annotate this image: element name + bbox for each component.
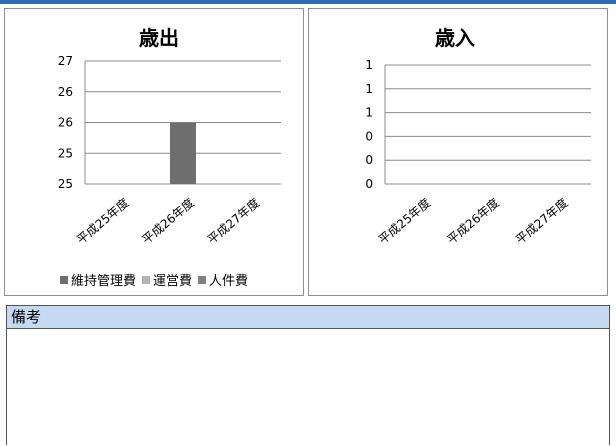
remarks-header: 備考 [7, 306, 609, 329]
chart-0-x-category-label: 平成26年度 [139, 195, 197, 247]
legend-swatch [198, 276, 206, 284]
legend-swatch [141, 276, 150, 284]
remarks-section: 備考 [6, 305, 610, 445]
revenue-chart-panel: 歳入 1 1 1 0 0 0 平成25年度 平成26年度 平成27年度 [308, 8, 608, 296]
chart-1-y-tick-label: 1 [365, 58, 373, 72]
legend-swatch [59, 276, 68, 284]
chart-0-y-tick-label: 27 [58, 54, 73, 68]
legend-label: 人件費 [209, 274, 249, 289]
chart-1-x-category-label: 平成27年度 [512, 195, 570, 247]
chart-0-title: 歳出 [139, 26, 179, 50]
top-accent-bar [0, 0, 616, 4]
chart-0-x-category-label: 平成25年度 [73, 195, 131, 247]
chart-0-y-tick-label: 26 [58, 85, 73, 99]
chart-1-x-category-label: 平成25年度 [375, 195, 433, 247]
legend-item: 維持管理費 [59, 274, 136, 289]
remarks-body[interactable] [7, 329, 609, 446]
expenditure-chart-panel: 歳出 27 26 26 25 25 平成25年度 平成26年度 平成27年度 維持管理費 運営費人… [4, 8, 304, 296]
chart-1-y-tick-label: 1 [365, 106, 373, 120]
chart-1-title: 歳入 [435, 26, 475, 50]
legend-item: 人件費 [198, 274, 248, 289]
legend-label: 運営費 [152, 274, 192, 289]
chart-1-y-tick-label: 0 [365, 153, 373, 167]
chart-0-y-tick-label: 25 [58, 177, 73, 191]
chart-0-x-category-label: 平成27年度 [204, 195, 262, 247]
chart-1-y-tick-label: 1 [365, 82, 373, 96]
chart-0-y-tick-label: 25 [58, 146, 73, 160]
expenditure-legend: 維持管理費 運営費 人件費 [5, 270, 303, 289]
chart-1-y-tick-label: 0 [365, 177, 373, 191]
chart-0-bar [170, 122, 196, 184]
chart-0-y-tick-label: 26 [58, 116, 73, 130]
legend-item: 運営費 [141, 274, 192, 289]
chart-1-x-category-label: 平成26年度 [444, 195, 502, 247]
legend-label: 維持管理費 [70, 274, 136, 289]
chart-1-y-tick-label: 0 [365, 129, 373, 143]
